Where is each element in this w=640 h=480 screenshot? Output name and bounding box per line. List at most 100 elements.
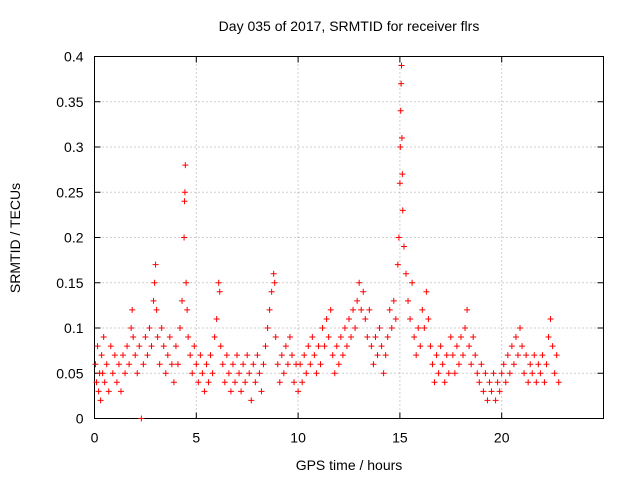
data-point	[397, 107, 404, 114]
data-point	[215, 279, 222, 286]
data-point	[280, 370, 287, 377]
data-point	[553, 352, 560, 359]
data-point	[250, 361, 257, 368]
data-point	[346, 315, 352, 322]
data-point	[348, 334, 355, 341]
data-point	[252, 379, 259, 386]
data-point	[317, 361, 324, 368]
data-point	[425, 315, 432, 322]
data-point	[541, 379, 548, 386]
data-point	[209, 370, 216, 377]
data-point	[358, 306, 365, 313]
data-point	[431, 379, 438, 386]
data-point	[297, 361, 304, 368]
data-point	[126, 361, 133, 368]
data-point	[154, 334, 161, 341]
data-point	[205, 379, 212, 386]
data-point	[117, 388, 124, 395]
data-point	[113, 379, 120, 386]
data-point	[506, 370, 513, 377]
data-point	[319, 325, 326, 331]
data-point	[343, 343, 350, 350]
data-point	[405, 297, 412, 304]
data-point	[134, 370, 141, 377]
data-point	[129, 306, 136, 313]
data-point	[140, 361, 147, 368]
y-tick-label: 0.05	[56, 365, 83, 381]
data-point	[364, 334, 371, 341]
data-point	[100, 334, 107, 341]
data-point	[295, 388, 302, 395]
data-point	[455, 361, 462, 368]
data-point	[457, 334, 464, 341]
y-tick-label: 0.25	[56, 184, 83, 200]
data-point	[519, 343, 526, 350]
data-point	[223, 352, 230, 359]
x-axis-label: GPS time / hours	[296, 457, 403, 473]
data-point	[360, 288, 367, 295]
data-point	[191, 343, 198, 350]
data-point	[350, 306, 357, 313]
data-point	[435, 370, 442, 377]
data-point	[184, 306, 191, 313]
data-point	[274, 361, 281, 368]
data-point	[488, 388, 495, 395]
data-point	[470, 334, 477, 341]
data-point	[407, 315, 414, 322]
data-point	[216, 288, 223, 295]
data-point	[151, 279, 158, 286]
data-point	[480, 388, 487, 395]
data-point	[301, 352, 308, 359]
data-point	[181, 234, 188, 241]
data-point	[453, 343, 460, 350]
data-point	[323, 315, 330, 322]
data-point	[276, 379, 283, 386]
data-point	[148, 343, 155, 350]
data-point	[362, 315, 369, 322]
data-point	[179, 297, 186, 304]
data-point	[164, 352, 171, 359]
data-point	[92, 361, 99, 368]
data-point	[303, 370, 310, 377]
data-point	[449, 352, 456, 359]
data-point	[417, 343, 424, 350]
data-point	[466, 343, 473, 350]
data-point	[354, 297, 361, 304]
data-point	[260, 361, 267, 368]
data-point	[508, 343, 515, 350]
data-point	[150, 297, 157, 304]
data-point	[329, 352, 336, 359]
data-point	[174, 361, 181, 368]
data-point	[327, 306, 334, 313]
data-point	[103, 361, 110, 368]
data-point	[234, 352, 241, 359]
data-point	[124, 343, 131, 350]
data-point	[201, 388, 208, 395]
data-point	[156, 361, 163, 368]
data-point	[229, 361, 236, 368]
data-point	[335, 361, 342, 368]
data-point	[555, 379, 562, 386]
data-point	[313, 370, 320, 377]
data-point	[339, 352, 346, 359]
data-point	[291, 379, 298, 386]
data-point	[398, 62, 405, 69]
data-point	[395, 234, 402, 241]
data-point	[177, 325, 184, 331]
y-tick-label: 0.15	[56, 275, 83, 291]
data-point	[144, 352, 151, 359]
y-axis-label: SRMTID / TECUs	[7, 183, 23, 293]
data-point	[138, 415, 145, 422]
data-point	[419, 306, 426, 313]
data-point	[486, 379, 493, 386]
data-point	[111, 352, 118, 359]
data-point	[109, 370, 116, 377]
data-point	[284, 361, 291, 368]
y-tick-label: 0.3	[64, 139, 84, 155]
data-point	[286, 334, 293, 341]
data-point	[244, 352, 251, 359]
data-point	[268, 288, 275, 295]
data-point	[400, 243, 407, 250]
data-point	[460, 352, 467, 359]
